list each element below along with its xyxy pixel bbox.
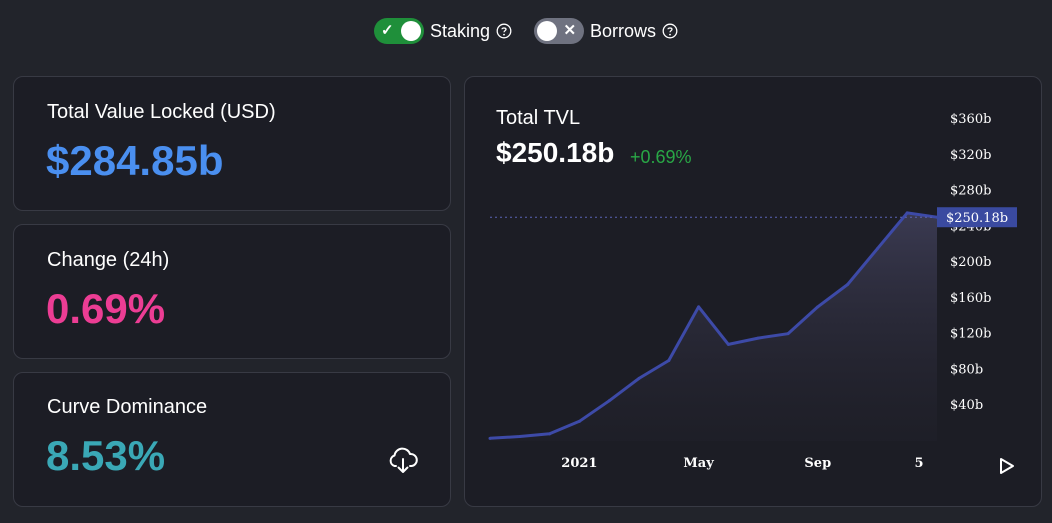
chart-title: Total TVL — [496, 107, 581, 129]
tvl-value: $284.85b — [46, 137, 224, 184]
tvl-point — [697, 305, 701, 309]
tvl-point — [756, 336, 760, 340]
help-icon[interactable] — [662, 23, 678, 39]
staking-toggle[interactable]: ✓ Staking — [373, 18, 512, 44]
x-tick-label: 2021 — [561, 456, 597, 471]
current-value-badge — [937, 207, 1017, 228]
help-icon[interactable] — [496, 23, 512, 39]
check-icon: ✓ — [380, 22, 394, 39]
chart-change: +0.69% — [630, 147, 692, 167]
current-value-label: $250.18b — [946, 211, 1008, 226]
tvl-card: Total Value Locked (USD) $284.85b — [13, 76, 451, 211]
chart-card: Total TVL $250.18b +0.69% $360b $320b $280… — [464, 76, 1042, 507]
y-tick-label: $80b — [950, 362, 983, 377]
dominance-title: Curve Dominance — [47, 396, 208, 418]
y-tick-label: $160b — [950, 291, 991, 306]
y-tick-label: $280b — [950, 184, 991, 199]
y-tick-label: $320b — [950, 148, 991, 163]
change-card: Change (24h) 0.69% — [13, 224, 451, 359]
tvl-point — [548, 432, 552, 436]
y-tick-label: $360b — [950, 112, 991, 127]
chart-value: $250.18b — [496, 137, 615, 168]
change-value: 0.69% — [46, 285, 166, 332]
close-icon: ✕ — [563, 22, 577, 39]
switch-knob — [537, 21, 558, 41]
y-tick-label: $200b — [950, 255, 991, 270]
x-tick-label: Sep — [804, 456, 831, 471]
borrows-switch[interactable]: ✕ — [534, 18, 585, 44]
y-tick-label: $40b — [950, 398, 983, 413]
change-title: Change (24h) — [47, 249, 170, 271]
staking-switch[interactable]: ✓ — [373, 18, 424, 44]
borrows-toggle[interactable]: ✕ Borrows — [534, 18, 678, 44]
tvl-point — [637, 376, 641, 380]
tvl-point — [518, 435, 522, 439]
dominance-value: 8.53% — [46, 432, 166, 479]
tvl-chart[interactable]: $360b$320b$280b$240b$200b$160b$120b$80b$… — [465, 77, 1041, 506]
tvl-point — [488, 436, 492, 440]
tvl-point — [816, 305, 820, 309]
tvl-title: Total Value Locked (USD) — [47, 101, 276, 123]
tvl-point — [667, 359, 671, 362]
x-tick-label: 5 — [914, 456, 923, 471]
play-icon[interactable] — [999, 457, 1015, 475]
tvl-point — [846, 282, 850, 286]
staking-label: Staking — [429, 20, 491, 41]
tvl-point — [875, 247, 879, 251]
toggle-bar: ✓ Staking ✕ Borrows — [0, 18, 1052, 44]
y-tick-label: $120b — [950, 327, 991, 342]
dominance-card: Curve Dominance 8.53% — [13, 372, 451, 507]
switch-knob — [400, 21, 421, 41]
x-tick-label: May — [683, 456, 714, 471]
tvl-series-line — [489, 211, 938, 440]
tvl-point — [607, 399, 611, 403]
cloud-download-icon[interactable] — [387, 445, 419, 477]
tvl-point — [786, 332, 790, 336]
borrows-label: Borrows — [590, 20, 657, 41]
tvl-point — [905, 211, 909, 215]
tvl-point — [577, 419, 581, 423]
tvl-point — [726, 342, 730, 346]
